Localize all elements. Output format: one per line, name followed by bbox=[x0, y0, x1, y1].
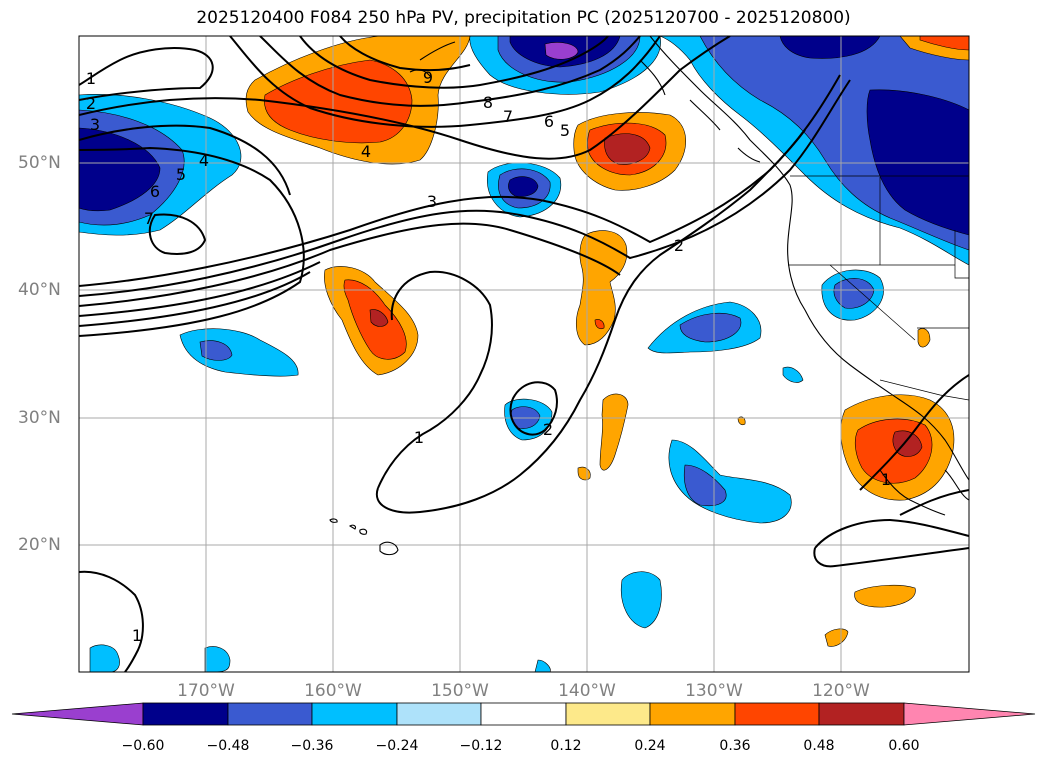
pv-label-6b: 6 bbox=[544, 112, 554, 131]
colorbar-label: 0.48 bbox=[784, 738, 854, 754]
colorbar-extend-high bbox=[904, 703, 1035, 725]
pv-label-3b: 3 bbox=[427, 192, 437, 211]
lat-label-50n: 50°N bbox=[18, 153, 61, 173]
colorbar-label: −0.60 bbox=[108, 738, 178, 754]
pv-label-2b: 2 bbox=[674, 236, 684, 255]
pv-label-7: 7 bbox=[144, 209, 154, 228]
colorbar-bin-2 bbox=[228, 703, 312, 725]
pv-label-1b: 1 bbox=[414, 428, 424, 447]
colorbar-extend-low bbox=[12, 703, 143, 725]
colorbar-bin-9 bbox=[819, 703, 904, 725]
pv-label-9: 9 bbox=[423, 68, 433, 87]
colorbar-label: −0.12 bbox=[446, 738, 516, 754]
colorbar-bin-1 bbox=[143, 703, 228, 725]
pv-label-3: 3 bbox=[90, 115, 100, 134]
colorbar-bin-6 bbox=[566, 703, 650, 725]
lat-label-40n: 40°N bbox=[18, 280, 61, 300]
pv-label-4b: 4 bbox=[361, 142, 371, 161]
colorbar bbox=[0, 698, 1047, 730]
colorbar-segments bbox=[12, 703, 1035, 725]
pv-label-7b: 7 bbox=[503, 107, 513, 126]
colorbar-bin-4 bbox=[397, 703, 481, 725]
colorbar-label: 0.60 bbox=[869, 738, 939, 754]
colorbar-label: 0.36 bbox=[700, 738, 770, 754]
colorbar-bin-8 bbox=[735, 703, 819, 725]
colorbar-bin-5 bbox=[481, 703, 566, 725]
pv-label-1d: 1 bbox=[132, 626, 142, 645]
map-canvas: 1 2 3 4 5 6 7 9 8 7 6 5 4 3 2 1 2 1 1 bbox=[0, 0, 1047, 700]
pv-label-1: 1 bbox=[86, 69, 96, 88]
pv-label-1c: 1 bbox=[881, 470, 891, 489]
negative-anomaly-shading bbox=[79, 36, 969, 672]
pv-label-5: 5 bbox=[176, 165, 186, 184]
colorbar-label: 0.24 bbox=[615, 738, 685, 754]
pv-label-4: 4 bbox=[199, 151, 209, 170]
pv-label-2c: 2 bbox=[543, 420, 553, 439]
colorbar-label: −0.36 bbox=[277, 738, 347, 754]
colorbar-bin-3 bbox=[312, 703, 397, 725]
pv-label-8: 8 bbox=[483, 93, 493, 112]
lat-label-20n: 20°N bbox=[18, 535, 61, 555]
pv-label-2: 2 bbox=[86, 94, 96, 113]
colorbar-bin-7 bbox=[650, 703, 735, 725]
lat-label-30n: 30°N bbox=[18, 408, 61, 428]
colorbar-label: 0.12 bbox=[531, 738, 601, 754]
hawaii-islands bbox=[330, 519, 398, 555]
colorbar-label: −0.48 bbox=[193, 738, 263, 754]
pv-label-5b: 5 bbox=[560, 121, 570, 140]
colorbar-label: −0.24 bbox=[362, 738, 432, 754]
pv-label-6: 6 bbox=[150, 182, 160, 201]
